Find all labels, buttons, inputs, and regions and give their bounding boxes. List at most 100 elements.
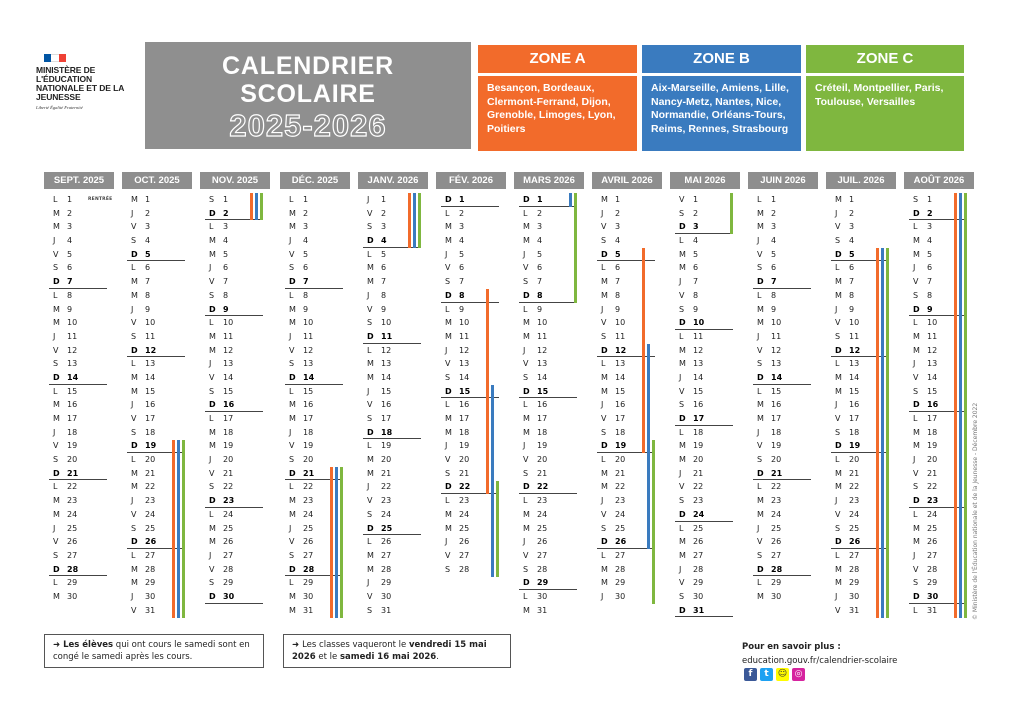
day-letter: S (523, 468, 529, 478)
day-row: D 30 (200, 590, 270, 604)
day-letter: D (835, 537, 842, 547)
day-letter: M (209, 523, 216, 533)
day-letter: J (367, 290, 370, 300)
day-number: 5 (459, 249, 465, 259)
day-number: 25 (615, 523, 626, 533)
day-number: 19 (849, 441, 861, 451)
day-number: 28 (927, 564, 938, 574)
day-letter: V (835, 318, 841, 328)
twitter-icon[interactable]: t (760, 668, 773, 681)
day-letter: M (209, 331, 216, 341)
day-row: M 26 (200, 535, 270, 549)
day-number: 7 (303, 277, 309, 287)
day-row: D 30 (904, 590, 974, 604)
day-letter: S (835, 331, 841, 341)
day-letter: J (835, 208, 838, 218)
day-row: D 12 (122, 344, 192, 358)
day-letter: V (601, 414, 607, 423)
day-number: 8 (145, 290, 151, 300)
day-letter: D (209, 496, 216, 506)
day-letter: L (757, 386, 762, 396)
day-row: V 27 (436, 549, 506, 563)
day-row: J 27 (904, 549, 974, 563)
day-number: 5 (303, 249, 309, 259)
day-number: 11 (927, 331, 938, 341)
facebook-icon[interactable]: f (744, 668, 757, 681)
day-list: S 1 D 2 L 3 M 4 M 5 J 6 V 7 S 8 D 9 L 10 M 11 M 12 J 13 V 14 S 15 D 16 L… (904, 193, 974, 617)
day-letter: D (757, 468, 764, 478)
day-letter: M (757, 591, 764, 601)
day-letter: S (913, 195, 919, 204)
day-number: 10 (223, 318, 234, 328)
day-number: 25 (223, 523, 234, 533)
instagram-icon[interactable]: ◎ (792, 668, 805, 681)
day-number: 16 (67, 400, 78, 410)
day-letter: M (679, 455, 686, 465)
day-letter: S (53, 359, 59, 369)
day-number: 19 (145, 441, 157, 451)
day-row: D 28 (748, 563, 818, 577)
day-number: 5 (771, 249, 777, 259)
note-bridge-date1: vendredi 15 mai 2026 (292, 640, 487, 662)
day-number: 25 (771, 523, 782, 533)
day-number: 7 (537, 277, 543, 287)
day-letter: J (835, 400, 838, 410)
day-row: L 11 (670, 330, 740, 344)
note-bridge: ➜ Les classes vaqueront le vendredi 15 m… (283, 634, 511, 668)
day-row: D 22 (436, 480, 506, 494)
day-number: 30 (771, 591, 782, 601)
day-letter: M (757, 509, 764, 519)
day-letter: M (289, 208, 296, 218)
day-number: 23 (849, 496, 860, 506)
day-letter: L (289, 578, 294, 588)
day-row: D 16 (200, 398, 270, 412)
title-years: 2025-2026 (229, 107, 387, 143)
day-row: M 16 (280, 398, 350, 412)
day-number: 11 (303, 331, 314, 341)
day-letter: L (53, 290, 58, 300)
day-number: 24 (459, 509, 470, 519)
day-letter: L (601, 263, 606, 273)
day-letter: S (53, 263, 59, 273)
day-letter: V (53, 249, 59, 259)
day-letter: S (835, 523, 841, 533)
day-letter: S (679, 304, 685, 314)
day-number: 26 (459, 537, 470, 547)
day-letter: M (289, 414, 296, 423)
day-row: S 20 (748, 453, 818, 467)
day-letter: M (131, 564, 138, 574)
day-row: J 12 (436, 344, 506, 358)
day-number: 22 (927, 482, 938, 492)
day-letter: D (53, 564, 60, 574)
month-header: OCT. 2025 (122, 172, 192, 189)
day-row: S 11 (826, 330, 896, 344)
day-letter: M (757, 496, 764, 506)
day-letter: L (367, 537, 372, 547)
day-row: V 21 (904, 467, 974, 481)
day-number: 13 (459, 359, 470, 369)
holiday-bar-zone-c (340, 467, 343, 618)
month-column: NOV. 2025 S 1 D 2 L 3 M 4 M 5 J 6 V 7 S 8 D 9 L 10 M 11 M 12 J 13 V… (200, 172, 270, 604)
day-letter: J (131, 400, 134, 410)
day-number: 29 (537, 578, 549, 588)
day-number: 28 (459, 564, 470, 574)
more-info-link[interactable]: education.gouv.fr/calendrier-scolaire (742, 656, 898, 666)
day-letter: S (601, 523, 607, 533)
day-letter: M (523, 605, 530, 615)
day-number: 9 (381, 304, 387, 314)
snapchat-icon[interactable]: ☺ (776, 668, 789, 681)
day-letter: J (367, 482, 370, 492)
day-letter: M (53, 304, 60, 314)
day-letter: M (445, 414, 452, 423)
day-letter: M (131, 468, 138, 478)
holiday-bar-zone-a (954, 193, 957, 618)
